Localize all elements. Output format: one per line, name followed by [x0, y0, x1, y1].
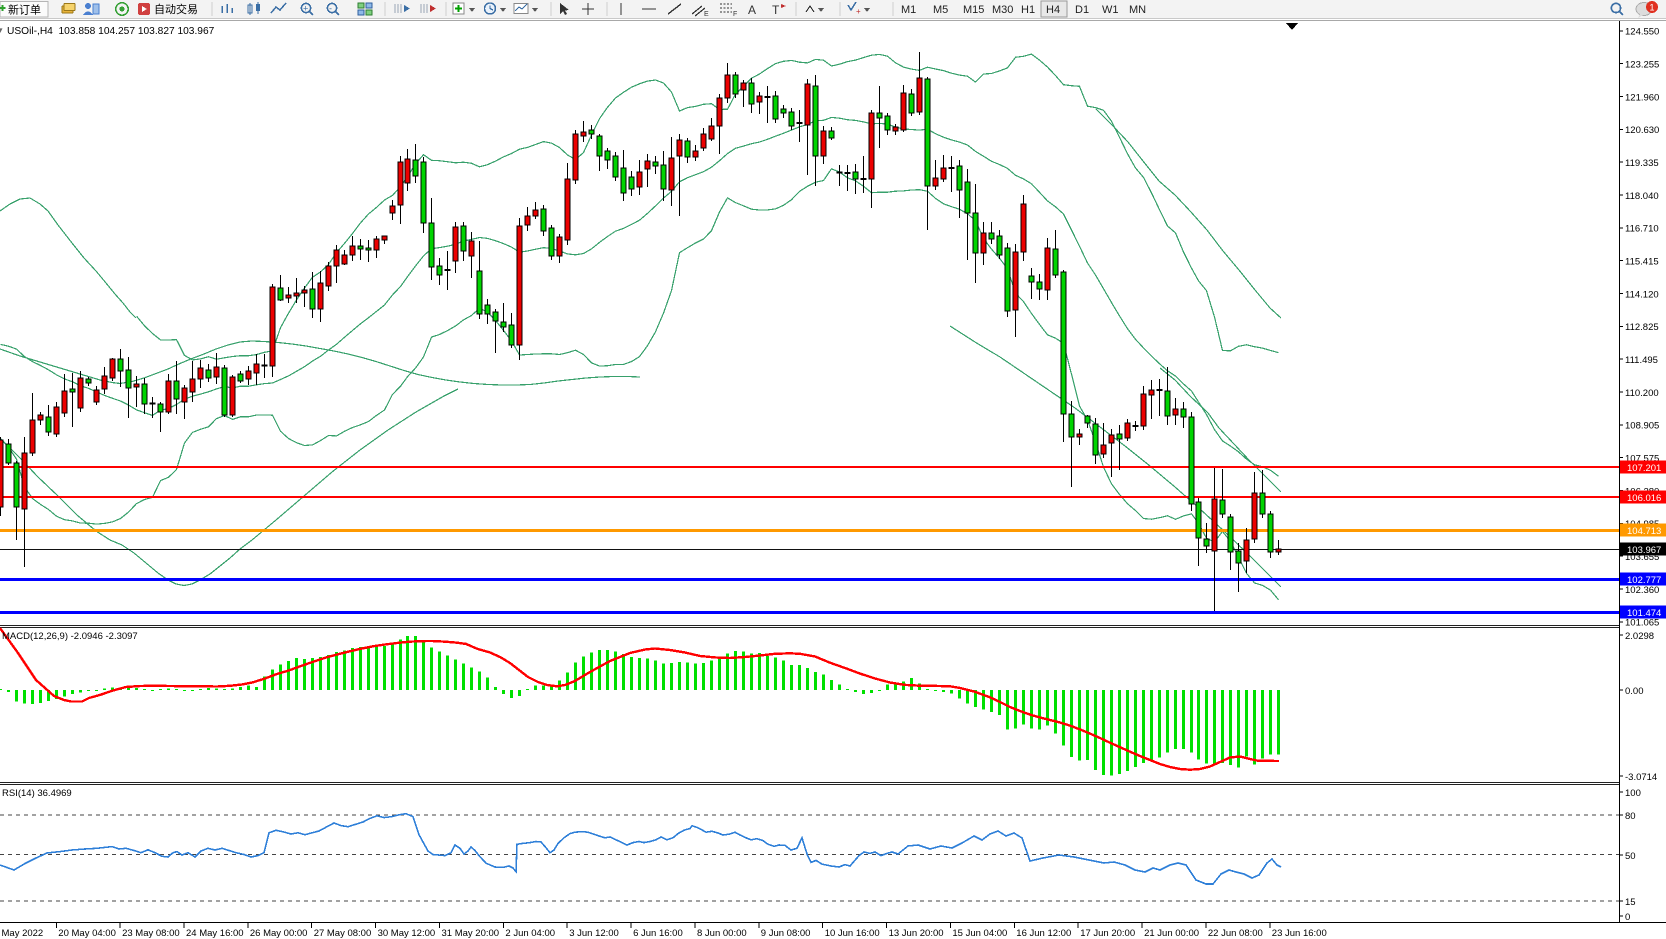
svg-text:26 May 00:00: 26 May 00:00	[250, 928, 308, 939]
svg-text:103.967: 103.967	[1627, 545, 1661, 556]
svg-text:9 Jun 08:00: 9 Jun 08:00	[761, 928, 811, 939]
svg-text:50: 50	[1625, 851, 1636, 862]
svg-text:▾: ▾	[0, 25, 3, 35]
svg-text:16 Jun 12:00: 16 Jun 12:00	[1016, 928, 1071, 939]
svg-text:23 Jun 16:00: 23 Jun 16:00	[1272, 928, 1327, 939]
svg-text:0: 0	[1625, 912, 1630, 923]
svg-text:31 May 20:00: 31 May 20:00	[442, 928, 500, 939]
svg-text:115.415: 115.415	[1625, 257, 1659, 268]
svg-text:RSI(14) 36.4969: RSI(14) 36.4969	[2, 788, 72, 799]
svg-text:3 Jun 12:00: 3 Jun 12:00	[569, 928, 619, 939]
svg-text:102.360: 102.360	[1625, 585, 1659, 596]
svg-text:+: +	[303, 4, 308, 14]
svg-text:102.777: 102.777	[1627, 575, 1661, 586]
svg-text:+: +	[856, 7, 861, 16]
svg-text:15 Jun 04:00: 15 Jun 04:00	[952, 928, 1007, 939]
svg-text:H4: H4	[1046, 4, 1060, 16]
svg-text:A: A	[748, 3, 756, 17]
svg-text:0.00: 0.00	[1625, 686, 1644, 697]
svg-text:118.040: 118.040	[1625, 191, 1659, 202]
svg-text:M1: M1	[901, 4, 916, 16]
svg-text:108.905: 108.905	[1625, 421, 1659, 432]
svg-text:21 Jun 00:00: 21 Jun 00:00	[1144, 928, 1199, 939]
svg-text:103.655: 103.655	[1625, 552, 1659, 563]
svg-text:110.200: 110.200	[1625, 388, 1659, 399]
svg-text:20 May 04:00: 20 May 04:00	[58, 928, 116, 939]
svg-text:新订单: 新订单	[8, 3, 41, 17]
svg-text:MN: MN	[1129, 4, 1146, 16]
svg-text:H1: H1	[1021, 4, 1035, 16]
svg-text:100: 100	[1625, 788, 1641, 799]
svg-text:T: T	[772, 3, 780, 17]
svg-text:10 Jun 16:00: 10 Jun 16:00	[825, 928, 880, 939]
svg-text:2.0298: 2.0298	[1625, 631, 1654, 642]
svg-text:116.710: 116.710	[1625, 224, 1659, 235]
svg-text:111.495: 111.495	[1625, 355, 1658, 366]
svg-text:107.201: 107.201	[1627, 463, 1661, 474]
svg-text:D1: D1	[1075, 4, 1089, 16]
svg-text:107.575: 107.575	[1625, 454, 1659, 465]
svg-text:M15: M15	[963, 4, 984, 16]
svg-text:27 May 08:00: 27 May 08:00	[314, 928, 372, 939]
svg-text:23 May 08:00: 23 May 08:00	[122, 928, 180, 939]
svg-text:17 Jun 20:00: 17 Jun 20:00	[1080, 928, 1135, 939]
svg-text:2 Jun 04:00: 2 Jun 04:00	[505, 928, 555, 939]
svg-text:124.550: 124.550	[1625, 27, 1659, 38]
svg-text:-: -	[329, 4, 332, 14]
svg-text:120.630: 120.630	[1625, 125, 1659, 136]
svg-text:M30: M30	[992, 4, 1013, 16]
svg-text:22 Jun 08:00: 22 Jun 08:00	[1208, 928, 1263, 939]
svg-text:8 Jun 00:00: 8 Jun 00:00	[697, 928, 747, 939]
svg-text:112.825: 112.825	[1625, 322, 1659, 333]
svg-text:24 May 16:00: 24 May 16:00	[186, 928, 244, 939]
svg-text:121.960: 121.960	[1625, 92, 1659, 103]
svg-text:80: 80	[1625, 811, 1636, 822]
svg-text:114.120: 114.120	[1625, 289, 1659, 300]
svg-text:-3.0714: -3.0714	[1625, 772, 1657, 783]
svg-text:USOil-,H4 103.858 104.257 103: USOil-,H4 103.858 104.257 103.827 103.96…	[7, 26, 215, 37]
svg-text:30 May 12:00: 30 May 12:00	[378, 928, 436, 939]
svg-text:123.255: 123.255	[1625, 59, 1659, 70]
svg-text:119.335: 119.335	[1625, 158, 1659, 169]
svg-text:W1: W1	[1102, 4, 1119, 16]
svg-text:101.474: 101.474	[1627, 608, 1661, 619]
svg-text:M5: M5	[933, 4, 948, 16]
svg-text:MACD(12,26,9) -2.0946 -2.3097: MACD(12,26,9) -2.0946 -2.3097	[2, 631, 138, 642]
svg-text:6 Jun 16:00: 6 Jun 16:00	[633, 928, 683, 939]
svg-text:13 Jun 20:00: 13 Jun 20:00	[889, 928, 944, 939]
svg-text:15: 15	[1625, 897, 1636, 908]
svg-text:1: 1	[1650, 3, 1655, 13]
svg-text:104.713: 104.713	[1627, 526, 1661, 537]
svg-text:106.016: 106.016	[1627, 493, 1661, 504]
svg-text:E: E	[704, 11, 709, 18]
svg-text:自动交易: 自动交易	[154, 2, 198, 16]
svg-text:May 2022: May 2022	[2, 928, 44, 939]
svg-text:F: F	[733, 11, 737, 18]
svg-text:101.065: 101.065	[1625, 618, 1659, 629]
